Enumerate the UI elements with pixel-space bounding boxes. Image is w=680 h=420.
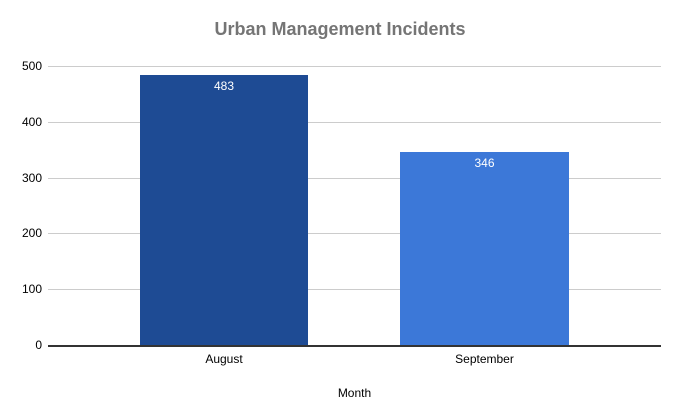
- gridline: [48, 122, 661, 123]
- gridline: [48, 289, 661, 290]
- bar-august: 483: [140, 75, 308, 345]
- gridline: [48, 178, 661, 179]
- x-tick-label: September: [455, 352, 514, 366]
- x-tick-label: August: [205, 352, 243, 366]
- y-tick-label: 300: [21, 171, 42, 185]
- y-tick-label: 400: [21, 115, 42, 129]
- y-tick-label: 200: [21, 226, 42, 240]
- y-tick-label: 0: [35, 338, 42, 352]
- y-axis-labels: 0 100 200 300 400 500: [0, 59, 42, 352]
- gridline: [48, 66, 661, 67]
- plot-area: 483 346: [48, 66, 661, 347]
- bar-value-label: 346: [474, 156, 495, 170]
- bar-september: 346: [400, 152, 569, 345]
- x-axis-title: Month: [337, 386, 372, 400]
- y-tick-label: 100: [21, 282, 42, 296]
- bar-value-label: 483: [213, 79, 235, 93]
- gridline: [48, 233, 661, 234]
- chart-title: Urban Management Incidents: [214, 19, 466, 39]
- y-tick-label: 500: [21, 59, 42, 73]
